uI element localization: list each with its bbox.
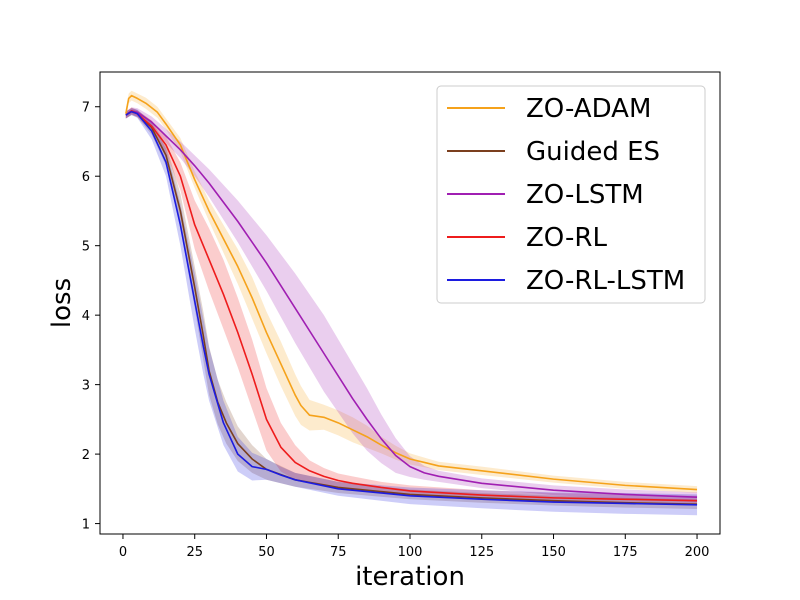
y-tick-label: 3 <box>82 379 90 394</box>
y-tick-label: 6 <box>82 170 90 185</box>
legend-label-guided-es: Guided ES <box>526 137 660 167</box>
y-tick-label: 4 <box>82 309 90 324</box>
x-tick-label: 125 <box>469 545 494 560</box>
y-axis-label: loss <box>47 278 77 328</box>
series-lines <box>125 94 698 506</box>
legend-label-zo-rl: ZO-RL <box>526 223 607 253</box>
x-tick-label: 75 <box>330 545 347 560</box>
band-zo-rl <box>125 107 698 506</box>
legend-label-zo-rl-lstm: ZO-RL-LSTM <box>526 266 685 296</box>
line-zo-rl <box>125 110 698 502</box>
y-tick-label: 7 <box>82 101 90 116</box>
x-axis-ticks: 0 25 50 75 100 125 150 175 200 <box>119 534 710 560</box>
x-tick-label: 150 <box>541 545 566 560</box>
x-tick-label: 0 <box>119 545 127 560</box>
line-guided-es <box>125 110 698 505</box>
legend: ZO-ADAM Guided ES ZO-LSTM ZO-RL ZO-RL-LSTM <box>436 85 706 304</box>
y-axis-ticks: 1 2 3 4 5 6 7 <box>82 101 100 533</box>
x-tick-label: 175 <box>613 545 638 560</box>
band-zo-lstm <box>125 107 698 503</box>
x-tick-label: 25 <box>186 545 203 560</box>
line-zo-lstm <box>125 110 698 498</box>
legend-label-zo-lstm: ZO-LSTM <box>526 180 644 210</box>
line-zo-adam <box>125 94 698 491</box>
legend-box <box>436 85 706 304</box>
confidence-bands <box>125 90 698 516</box>
legend-label-zo-adam: ZO-ADAM <box>526 94 651 124</box>
y-tick-label: 5 <box>82 240 90 255</box>
x-tick-label: 200 <box>685 545 710 560</box>
y-tick-label: 2 <box>82 448 90 463</box>
y-tick-label: 1 <box>82 518 90 533</box>
x-tick-label: 50 <box>258 545 275 560</box>
x-axis-label: iteration <box>355 562 465 592</box>
line-zo-rl-lstm <box>125 110 698 506</box>
x-tick-label: 100 <box>398 545 423 560</box>
